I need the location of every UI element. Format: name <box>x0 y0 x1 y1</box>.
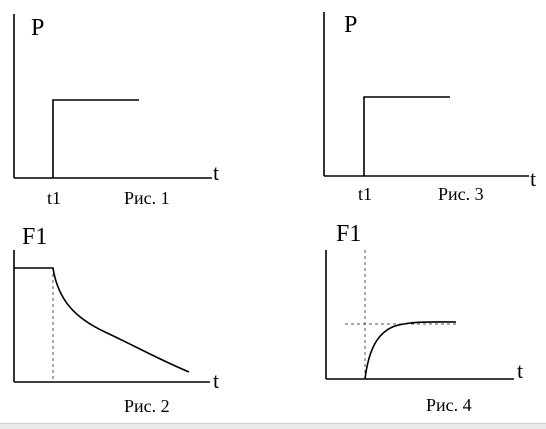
fig1-x-label: t <box>213 160 220 185</box>
panel-fig3 <box>323 12 529 177</box>
fig3-tick-label: t1 <box>358 184 373 204</box>
fig2-decay-curve <box>14 267 190 373</box>
fig4-y-label: F1 <box>336 221 362 247</box>
fig2-caption: Рис. 2 <box>124 396 170 416</box>
fig3-y-label: P <box>344 12 358 38</box>
fig1-caption: Рис. 1 <box>124 188 170 208</box>
fig4-caption: Рис. 4 <box>426 395 472 415</box>
panel-fig4 <box>325 250 514 380</box>
panel-fig1 <box>13 14 212 179</box>
fig3-step-curve <box>363 96 450 176</box>
fig3-x-label: t <box>530 166 537 191</box>
fig1-step-curve <box>52 99 139 178</box>
panel-fig2 <box>13 250 210 383</box>
fig2-x-label: t <box>213 368 220 393</box>
fig2-y-label: F1 <box>22 224 48 250</box>
fig3-caption: Рис. 3 <box>438 184 484 204</box>
fig1-y-label: P <box>31 15 45 41</box>
fig4-rise-curve <box>364 321 457 380</box>
fig4-x-label: t <box>517 358 524 383</box>
window-bottom-edge <box>0 423 546 429</box>
fig1-tick-label: t1 <box>47 188 62 208</box>
